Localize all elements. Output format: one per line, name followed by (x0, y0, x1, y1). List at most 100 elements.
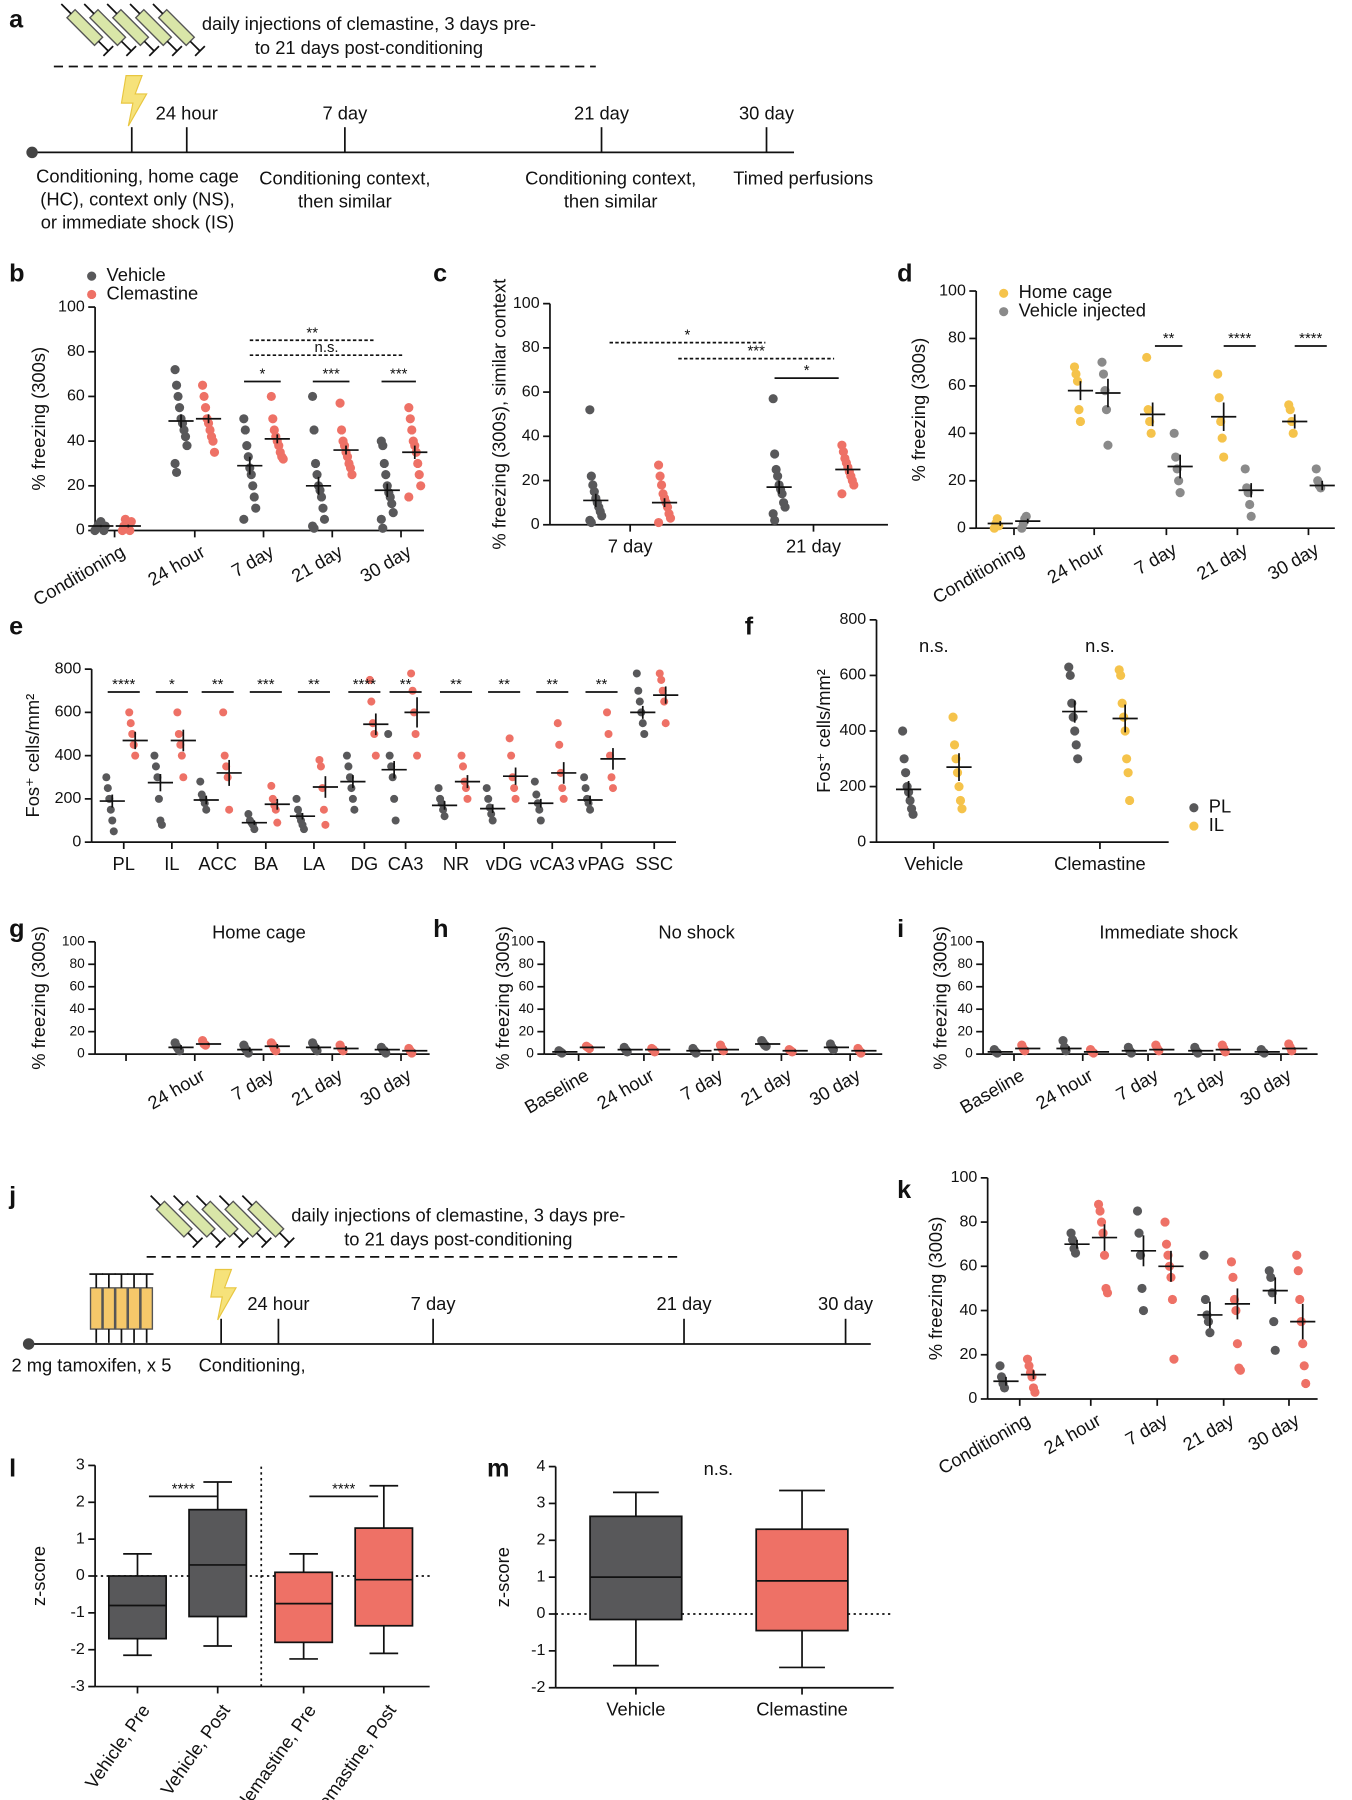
timepoint-label: 7 day (411, 1293, 457, 1314)
data-point (1203, 1317, 1214, 1327)
legend-label: PL (1209, 796, 1231, 817)
data-point (239, 414, 249, 424)
data-point (1167, 1294, 1178, 1305)
data-point (553, 719, 562, 728)
data-point (1240, 464, 1250, 474)
data-point (225, 805, 234, 814)
data-point (240, 425, 250, 435)
data-point (250, 825, 259, 834)
x-tick-label: 7 day (677, 1064, 727, 1105)
syringe-icon (241, 1195, 295, 1249)
box (107, 1575, 167, 1640)
syringe-barrel (127, 1287, 141, 1330)
data-point (1099, 1250, 1110, 1260)
syringe-needle (218, 1195, 230, 1206)
data-point (1097, 357, 1107, 367)
syringe-needle (60, 3, 72, 15)
data-point (1095, 1206, 1105, 1216)
data-point (1030, 1387, 1040, 1397)
panel-letter: g (9, 915, 24, 943)
data-point (404, 403, 414, 413)
data-point (463, 794, 472, 803)
data-point (1075, 416, 1086, 427)
y-tick-label: 40 (70, 1001, 86, 1016)
data-point (316, 762, 325, 771)
timeline-start (26, 146, 38, 159)
data-point (761, 1041, 771, 1051)
data-point (385, 751, 394, 760)
data-point (586, 517, 596, 528)
y-tick-label: 400 (55, 746, 82, 764)
x-tick-label: 24 hour (1032, 1064, 1096, 1113)
data-point (267, 781, 276, 790)
y-tick-label: 1 (76, 1529, 85, 1547)
syringe-needle (150, 1195, 162, 1206)
panel-letter: b (9, 260, 24, 288)
y-axis-label: % freezing (300s) (930, 926, 951, 1070)
data-point (661, 719, 670, 728)
y-tick-label: -2 (71, 1640, 85, 1658)
syringe-barrel (157, 8, 196, 47)
y-tick-label: 0 (968, 1389, 977, 1407)
significance-label: ** (308, 677, 320, 693)
data-point (992, 1048, 1002, 1058)
data-point (370, 729, 379, 739)
data-point (126, 516, 136, 527)
legend-label: Vehicle (107, 264, 166, 285)
injection-note: daily injections of clemastine, 3 days p… (202, 13, 536, 34)
data-point (1154, 1046, 1164, 1056)
y-tick-label: 0 (526, 1046, 534, 1061)
data-point (321, 820, 330, 829)
y-tick-label: 40 (522, 427, 540, 445)
data-point (586, 805, 595, 814)
y-tick-label: 2 (536, 1531, 545, 1549)
data-point (177, 751, 186, 760)
significance-label: *** (748, 344, 766, 360)
data-point (1217, 433, 1227, 443)
syringe-plunger (187, 1232, 199, 1244)
data-point (1288, 428, 1298, 438)
x-tick-label: SSC (635, 853, 673, 874)
data-point (1071, 740, 1081, 750)
data-point (1161, 1239, 1172, 1249)
significance-label: ** (450, 677, 462, 693)
significance-label: ** (306, 325, 318, 341)
data-point (376, 514, 386, 524)
data-point (1070, 1248, 1081, 1258)
y-tick-label: 200 (55, 789, 82, 807)
y-tick-label: 0 (957, 518, 966, 536)
x-tick-label: Conditioning (935, 1409, 1034, 1478)
data-point (1205, 1328, 1215, 1338)
y-tick-label: 0 (536, 1604, 545, 1622)
syringe-needle (195, 1195, 207, 1206)
data-point (378, 523, 388, 533)
y-tick-label: -2 (531, 1678, 545, 1696)
syringe-plunger (97, 40, 109, 52)
legend-label: Home cage (1019, 281, 1113, 302)
data-point (407, 425, 417, 435)
syringe-plunger (189, 40, 201, 52)
y-tick-label: 80 (959, 1212, 977, 1230)
data-point (347, 470, 357, 480)
data-point (173, 708, 182, 717)
data-point (1169, 1354, 1179, 1364)
data-point (434, 784, 443, 793)
data-point (1214, 393, 1224, 403)
significance-label: * (259, 367, 265, 383)
x-tick-label: 24 hour (1040, 1409, 1104, 1458)
timeline-start (22, 1338, 35, 1350)
data-point (559, 794, 568, 803)
timeline-caption: Conditioning context, (259, 168, 430, 189)
x-tick-label: Clemastine, Pre (228, 1700, 320, 1800)
y-tick-label: 100 (58, 297, 85, 315)
syringe-icon (129, 3, 183, 57)
x-tick-label: 30 day (1264, 538, 1323, 584)
y-axis-label: % freezing (300s) (28, 926, 49, 1070)
injection-note: to 21 days post-conditioning (344, 1229, 572, 1250)
data-point (157, 820, 166, 829)
y-tick-label: 600 (839, 666, 866, 684)
timeline-caption: then similar (298, 191, 392, 212)
box (274, 1571, 334, 1644)
syringe-icon (89, 1273, 104, 1343)
data-point (484, 794, 493, 803)
